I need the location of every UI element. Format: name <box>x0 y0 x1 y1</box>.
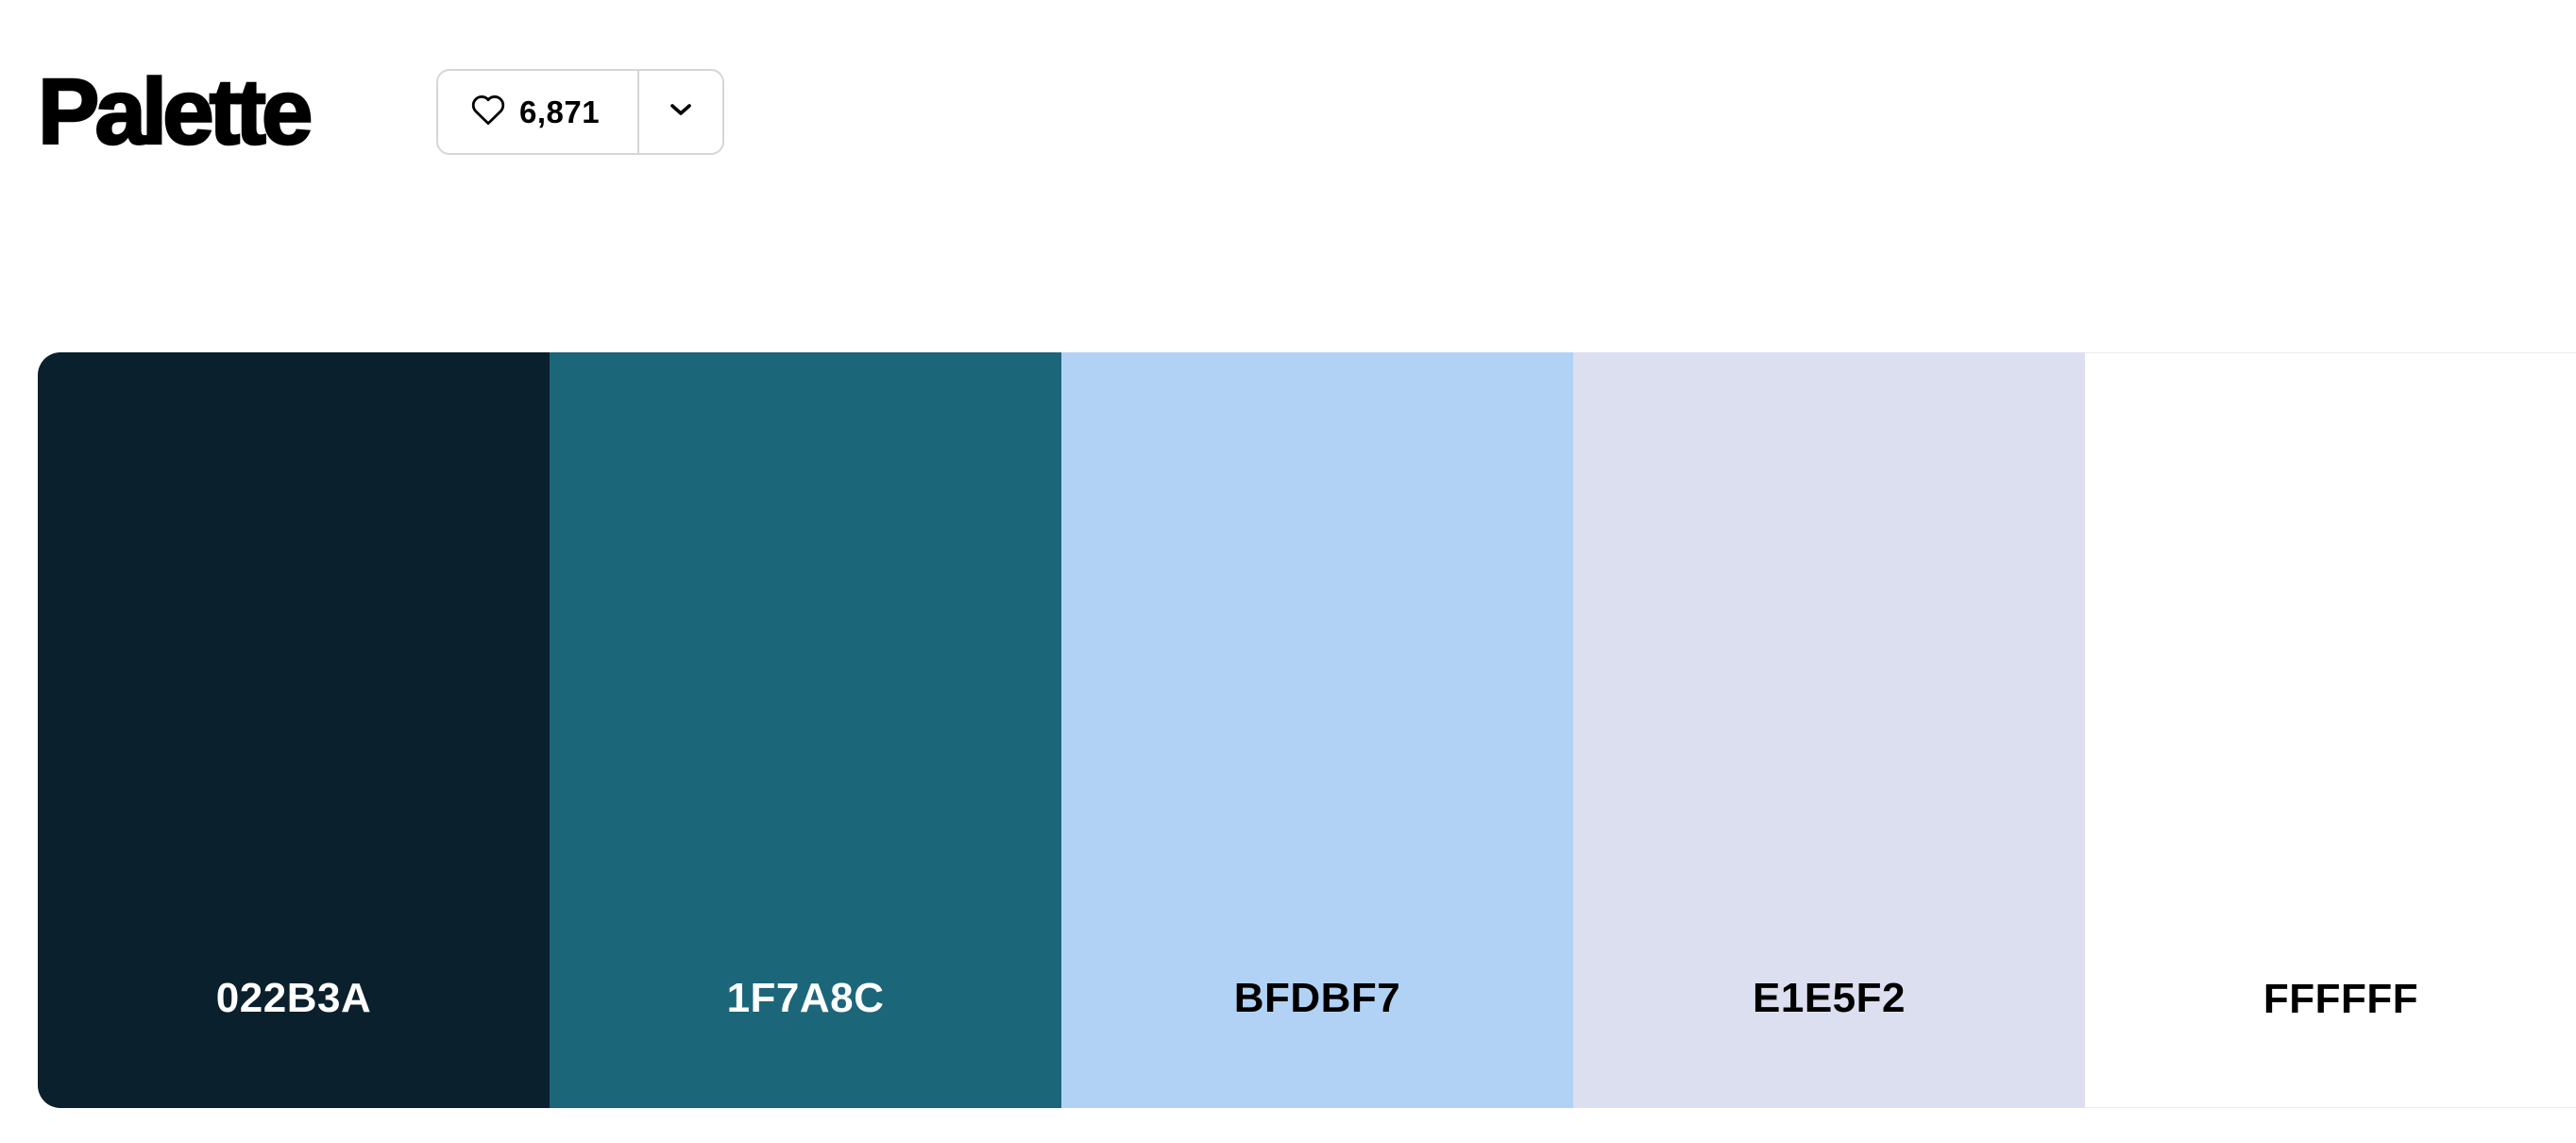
button-divider <box>637 71 640 153</box>
heart-icon <box>470 94 506 130</box>
color-hex-label: 1F7A8C <box>726 975 885 1021</box>
color-palette: 022B3A 1F7A8C BFDBF7 E1E5F2 FFFFFF <box>38 352 2576 1108</box>
palette-actions: 6,871 <box>436 69 725 155</box>
color-swatch-4[interactable]: E1E5F2 <box>1573 352 2085 1108</box>
like-count: 6,871 <box>519 94 601 129</box>
color-hex-label: FFFFFF <box>2262 976 2419 1022</box>
color-hex-label: 022B3A <box>215 975 372 1021</box>
more-options-button[interactable] <box>639 71 722 153</box>
color-hex-label: E1E5F2 <box>1753 975 1906 1021</box>
color-hex-label: BFDBF7 <box>1233 975 1401 1021</box>
like-button[interactable]: 6,871 <box>438 71 637 153</box>
color-swatch-1[interactable]: 022B3A <box>38 352 550 1108</box>
color-swatch-2[interactable]: 1F7A8C <box>550 352 1061 1108</box>
page-title: Palette <box>37 59 314 163</box>
chevron-down-icon <box>668 101 694 123</box>
color-swatch-3[interactable]: BFDBF7 <box>1061 352 1573 1108</box>
page-header: Palette <box>37 59 314 163</box>
color-swatch-5[interactable]: FFFFFF <box>2085 352 2576 1108</box>
